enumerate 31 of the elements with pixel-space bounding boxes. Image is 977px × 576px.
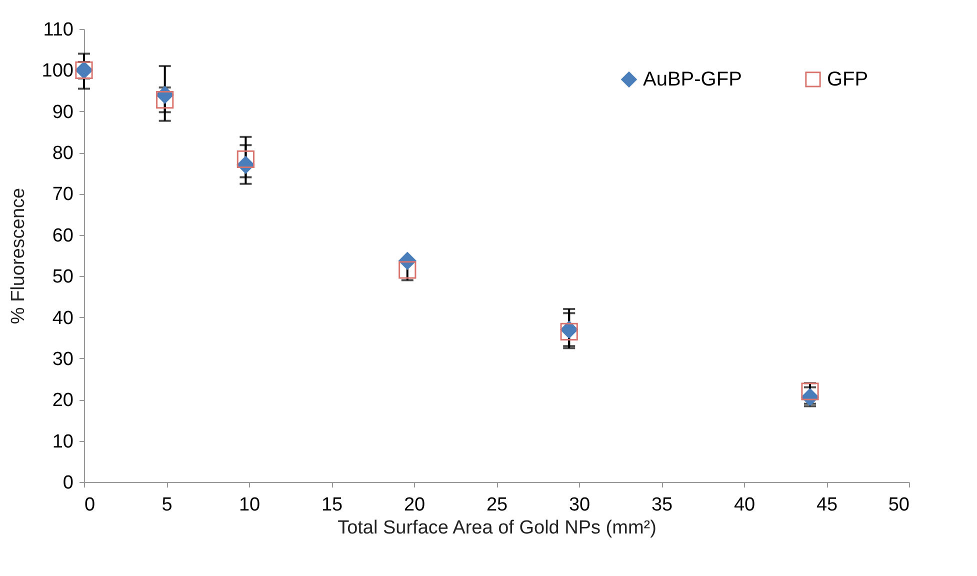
x-tick-label: 0 xyxy=(84,494,96,516)
x-tick-label: 40 xyxy=(734,494,756,516)
point xyxy=(156,91,174,109)
y-tick-label: 70 xyxy=(52,184,74,206)
point xyxy=(236,150,255,168)
y-tick-label: 40 xyxy=(52,308,74,329)
x-tick-label: 5 xyxy=(162,494,172,516)
point xyxy=(801,382,819,400)
y-tick-label: 60 xyxy=(52,225,74,246)
legend-label: GFP xyxy=(827,68,868,90)
x-axis-title: Total Surface Area of Gold NPs (mm²) xyxy=(338,518,656,538)
x-tick-label: 10 xyxy=(238,494,260,516)
y-tick-label: 80 xyxy=(52,143,74,164)
y-tick-label: 110 xyxy=(43,20,74,40)
y-tick-label: 50 xyxy=(52,266,74,288)
y-axis-title: % Fluorescence xyxy=(8,188,29,324)
x-tick-label: 20 xyxy=(404,494,426,516)
x-tick-label: 45 xyxy=(816,494,838,516)
y-tick-label: 100 xyxy=(42,60,74,82)
y-tick-label: 20 xyxy=(52,390,74,412)
x-tick-label: 25 xyxy=(486,494,508,516)
y-tick-label: 90 xyxy=(52,102,74,123)
y-tick-label: 0 xyxy=(62,472,74,494)
y-tick-label: 30 xyxy=(52,348,74,370)
x-tick-label: 15 xyxy=(321,494,343,516)
x-tick-label: 50 xyxy=(888,494,910,516)
y-tick-label: 10 xyxy=(52,431,74,452)
point xyxy=(398,261,416,279)
x-tick-label: 30 xyxy=(568,494,590,516)
legend-label: AuBP-GFP xyxy=(643,68,742,90)
x-tick-label: 35 xyxy=(651,494,673,516)
